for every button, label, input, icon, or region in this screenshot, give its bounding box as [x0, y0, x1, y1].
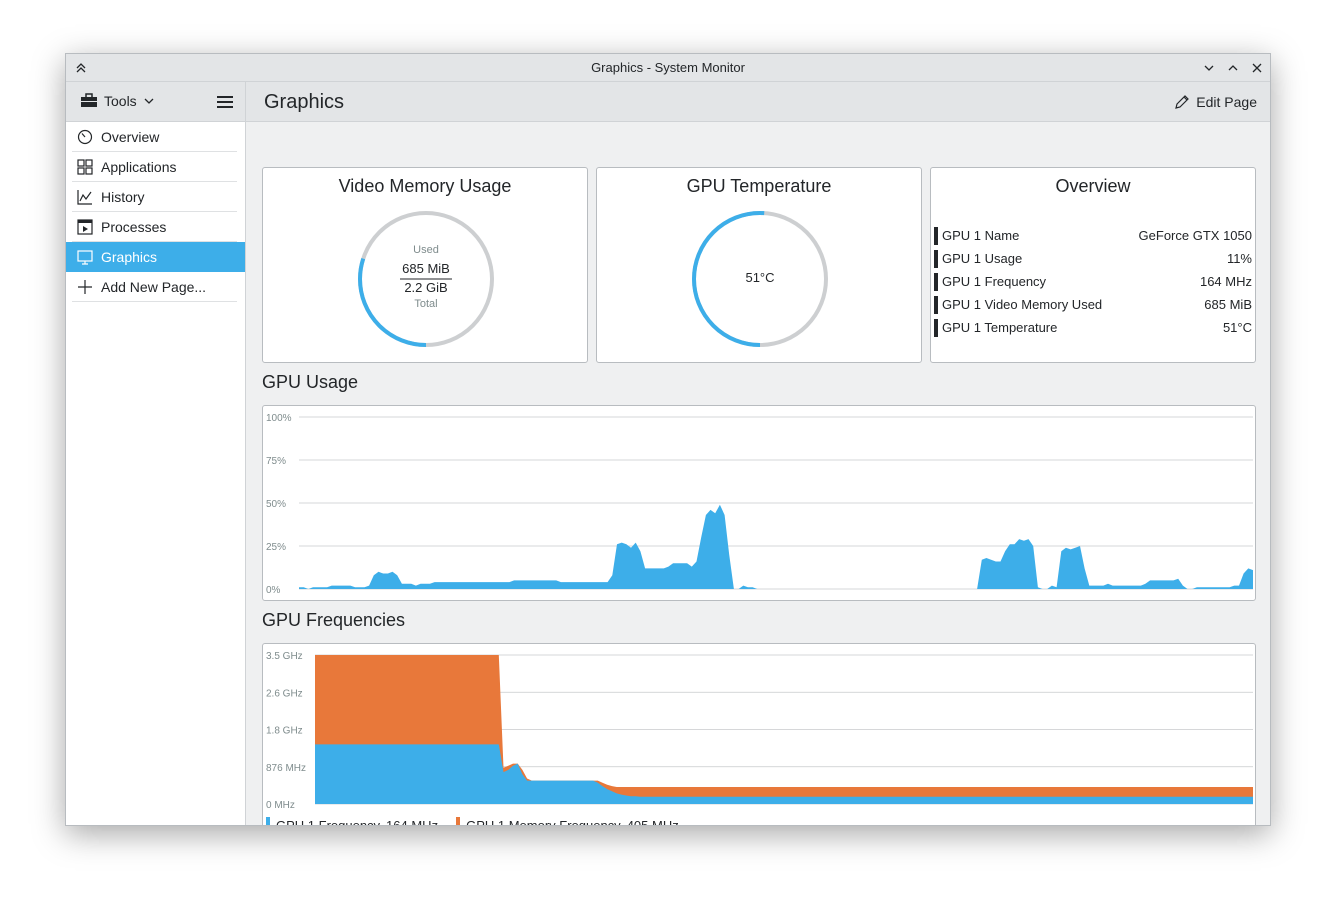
- edit-page-label: Edit Page: [1196, 94, 1257, 110]
- y-tick-label: 75%: [266, 456, 286, 467]
- y-tick-label: 0 MHz: [266, 800, 295, 811]
- sidebar-item-processes[interactable]: Processes: [66, 212, 245, 242]
- y-tick-label: 50%: [266, 499, 286, 510]
- gpu-frequencies-chart-card: 0 MHz 876 MHz 1.8 GHz 2.6 GHz 3.5 GHz GPU 1 …: [262, 643, 1256, 825]
- y-tick-label: 0%: [266, 585, 281, 596]
- card-title: GPU Temperature: [686, 176, 832, 196]
- pencil-icon: [1175, 95, 1190, 109]
- overview-row: GPU 1 Frequency 164 MHz: [934, 272, 1252, 292]
- chart-legend: GPU 1 Frequency 164 MHz GPU 1 Memory Fre…: [266, 817, 679, 825]
- close-icon[interactable]: [1248, 59, 1266, 77]
- gpu-usage-chart-card: 0% 25% 50% 75% 100%: [262, 405, 1256, 601]
- sidebar-item-applications[interactable]: Applications: [66, 152, 245, 182]
- main-content: Graphics Edit Page Video Memory Usage Us…: [246, 82, 1270, 825]
- monitor-icon: [77, 250, 93, 265]
- tools-label: Tools: [104, 93, 137, 109]
- sidebar-item-label: History: [101, 189, 145, 205]
- temperature-ring-gauge: [692, 211, 828, 347]
- overview-row: GPU 1 Temperature 51°C: [934, 318, 1252, 338]
- used-value: 685 MiB: [402, 261, 450, 276]
- y-tick-label: 876 MHz: [266, 763, 306, 774]
- edit-page-button[interactable]: Edit Page: [1174, 94, 1257, 110]
- sidebar-item-label: Graphics: [101, 249, 158, 265]
- temperature-value: 51°C: [745, 270, 775, 285]
- minimize-icon[interactable]: [1200, 59, 1218, 77]
- y-tick-label: 2.6 GHz: [266, 688, 303, 699]
- maximize-icon[interactable]: [1224, 59, 1242, 77]
- used-label: Used: [413, 244, 439, 256]
- gpu-temperature-card: GPU Temperature 51°C: [596, 167, 922, 363]
- keep-above-icon[interactable]: [72, 59, 90, 77]
- memory-ring-gauge: [358, 211, 494, 347]
- card-title: Video Memory Usage: [338, 176, 512, 196]
- series-area: [315, 744, 1253, 804]
- sidebar-item-label: Processes: [101, 219, 167, 235]
- total-value: 2.2 GiB: [404, 280, 448, 295]
- sidebar-item-label: Overview: [101, 129, 160, 145]
- app-window: Graphics - System Monitor Tools Overview: [65, 53, 1271, 826]
- sidebar-item-overview[interactable]: Overview: [66, 122, 245, 152]
- chevron-down-icon: [144, 98, 154, 104]
- video-memory-card: Video Memory Usage Used 685 MiB 2.2 GiB …: [262, 167, 588, 363]
- y-tick-label: 100%: [266, 413, 292, 424]
- legend-item: GPU 1 Memory Frequency 405 MHz: [456, 817, 679, 825]
- grid-icon: [77, 159, 93, 175]
- overview-row: GPU 1 Usage 11%: [934, 249, 1252, 269]
- sidebar-item-history[interactable]: History: [66, 182, 245, 212]
- page-header: Graphics Edit Page: [246, 82, 1270, 122]
- toolbox-icon: [81, 93, 97, 107]
- title-bar: Graphics - System Monitor: [66, 54, 1270, 82]
- sidebar-item-label: Applications: [101, 159, 177, 175]
- sidebar-item-label: Add New Page...: [101, 279, 207, 295]
- plus-icon: [78, 280, 92, 294]
- y-tick-label: 25%: [266, 542, 286, 553]
- y-tick-label: 3.5 GHz: [266, 651, 303, 662]
- sidebar-item-add-new-page[interactable]: Add New Page...: [66, 272, 245, 302]
- overview-row: GPU 1 Video Memory Used 685 MiB: [934, 295, 1252, 315]
- speedometer-icon: [77, 129, 93, 145]
- legend-item: GPU 1 Frequency 164 MHz: [266, 817, 438, 825]
- gpu-frequencies-title: GPU Frequencies: [262, 610, 406, 630]
- hamburger-menu-icon[interactable]: [217, 95, 233, 114]
- tools-menu-button[interactable]: Tools: [80, 93, 155, 109]
- gpu-usage-chart: 0% 25% 50% 75% 100%: [266, 413, 1253, 596]
- sidebar-header: Tools: [66, 82, 245, 122]
- y-tick-label: 1.8 GHz: [266, 726, 303, 737]
- window-icon: [77, 219, 93, 235]
- window-title: Graphics - System Monitor: [591, 60, 745, 75]
- page-title: Graphics: [264, 91, 345, 113]
- overview-row: GPU 1 Name GeForce GTX 1050: [934, 226, 1252, 246]
- overview-card: Overview GPU 1 Name GeForce GTX 1050 GPU …: [930, 167, 1256, 363]
- card-title: Overview: [1055, 176, 1131, 196]
- gpu-usage-title: GPU Usage: [262, 372, 359, 392]
- total-label: Total: [414, 298, 438, 310]
- sidebar: Tools Overview Applications History Proc…: [66, 82, 246, 825]
- line-chart-icon: [77, 190, 92, 205]
- gpu-frequencies-chart: 0 MHz 876 MHz 1.8 GHz 2.6 GHz 3.5 GHz: [266, 651, 1253, 811]
- series-area: [299, 504, 1253, 589]
- sidebar-item-graphics[interactable]: Graphics: [66, 242, 245, 272]
